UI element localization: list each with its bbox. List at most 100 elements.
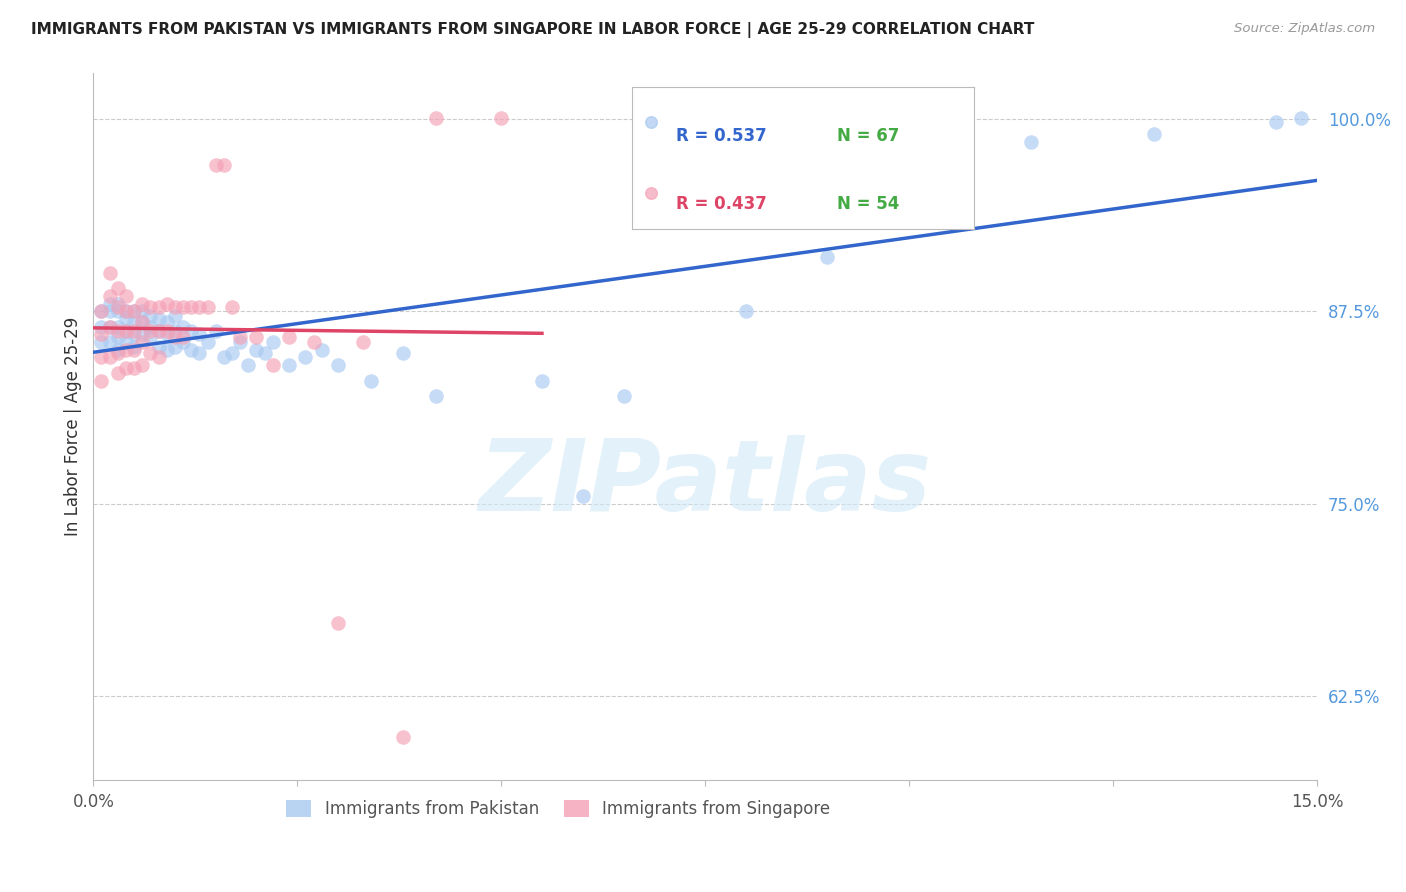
Point (172, 330, 194, 344)
Point (1021, 135, 1043, 149)
Point (212, 158, 235, 172)
Point (163, 330, 186, 344)
Point (107, 319, 129, 334)
Point (229, 330, 252, 344)
Point (90, 304, 112, 318)
Point (156, 315, 179, 329)
Point (98, 319, 121, 334)
Point (148, 324, 170, 338)
Point (131, 334, 153, 349)
Point (115, 304, 138, 318)
Point (163, 300, 186, 314)
Point (425, 111, 447, 125)
Point (98, 351, 121, 365)
Point (122, 315, 145, 329)
Point (115, 324, 138, 338)
Point (278, 358, 301, 372)
Point (107, 330, 129, 344)
Point (107, 343, 129, 357)
Point (98, 334, 121, 349)
Point (115, 304, 138, 318)
Point (735, 304, 758, 318)
Point (817, 251, 839, 265)
Point (163, 324, 186, 338)
Point (139, 309, 162, 323)
Point (172, 319, 194, 334)
Point (939, 173, 962, 187)
Point (115, 324, 138, 338)
Point (115, 334, 138, 349)
Point (122, 304, 145, 318)
Point (139, 300, 162, 314)
Point (352, 334, 374, 349)
Point (131, 358, 153, 372)
Point (571, 489, 593, 503)
Point (148, 340, 170, 354)
Point (122, 327, 145, 342)
Point (122, 304, 145, 318)
Point (131, 296, 153, 310)
Point (156, 324, 179, 338)
Point (90, 334, 112, 349)
Point (139, 330, 162, 344)
Point (98, 319, 121, 334)
Point (107, 300, 129, 314)
Point (148, 312, 170, 326)
Point (107, 346, 129, 360)
Point (245, 343, 267, 357)
Point (163, 340, 186, 354)
Point (98, 289, 121, 303)
Text: IMMIGRANTS FROM PAKISTAN VS IMMIGRANTS FROM SINGAPORE IN LABOR FORCE | AGE 25-29: IMMIGRANTS FROM PAKISTAN VS IMMIGRANTS F… (31, 22, 1035, 38)
Point (197, 334, 219, 349)
Point (107, 304, 129, 318)
Point (139, 346, 162, 360)
Point (238, 358, 260, 372)
Point (1143, 128, 1166, 142)
Point (115, 289, 138, 303)
Point (98, 296, 121, 310)
Point (122, 343, 145, 357)
Point (139, 319, 162, 334)
Point (612, 389, 634, 403)
Point (148, 351, 170, 365)
Point (212, 351, 235, 365)
Point (204, 158, 226, 172)
Point (90, 304, 112, 318)
Point (131, 304, 153, 318)
Point (148, 324, 170, 338)
Point (262, 334, 284, 349)
Point (148, 300, 170, 314)
Point (360, 374, 382, 388)
Point (156, 343, 179, 357)
Point (326, 358, 349, 372)
Point (392, 346, 415, 360)
Y-axis label: In Labor Force | Age 25-29: In Labor Force | Age 25-29 (65, 317, 82, 536)
Point (294, 351, 316, 365)
Point (221, 300, 243, 314)
Point (392, 731, 415, 745)
Point (163, 309, 186, 323)
Point (131, 315, 153, 329)
Text: Source: ZipAtlas.com: Source: ZipAtlas.com (1234, 22, 1375, 36)
Point (530, 374, 553, 388)
Point (1289, 111, 1312, 125)
Point (107, 296, 129, 310)
Point (180, 343, 202, 357)
Point (204, 324, 226, 338)
Legend: Immigrants from Pakistan, Immigrants from Singapore: Immigrants from Pakistan, Immigrants fro… (280, 794, 837, 825)
Point (90, 319, 112, 334)
Point (90, 374, 112, 388)
Point (156, 327, 179, 342)
Point (188, 327, 211, 342)
Point (326, 616, 349, 631)
Point (302, 334, 325, 349)
Point (425, 389, 447, 403)
Point (245, 330, 267, 344)
Point (188, 300, 211, 314)
Text: ZIPatlas: ZIPatlas (478, 434, 932, 532)
Point (115, 312, 138, 326)
Point (311, 343, 333, 357)
Point (122, 324, 145, 338)
Point (90, 351, 112, 365)
Point (131, 315, 153, 329)
